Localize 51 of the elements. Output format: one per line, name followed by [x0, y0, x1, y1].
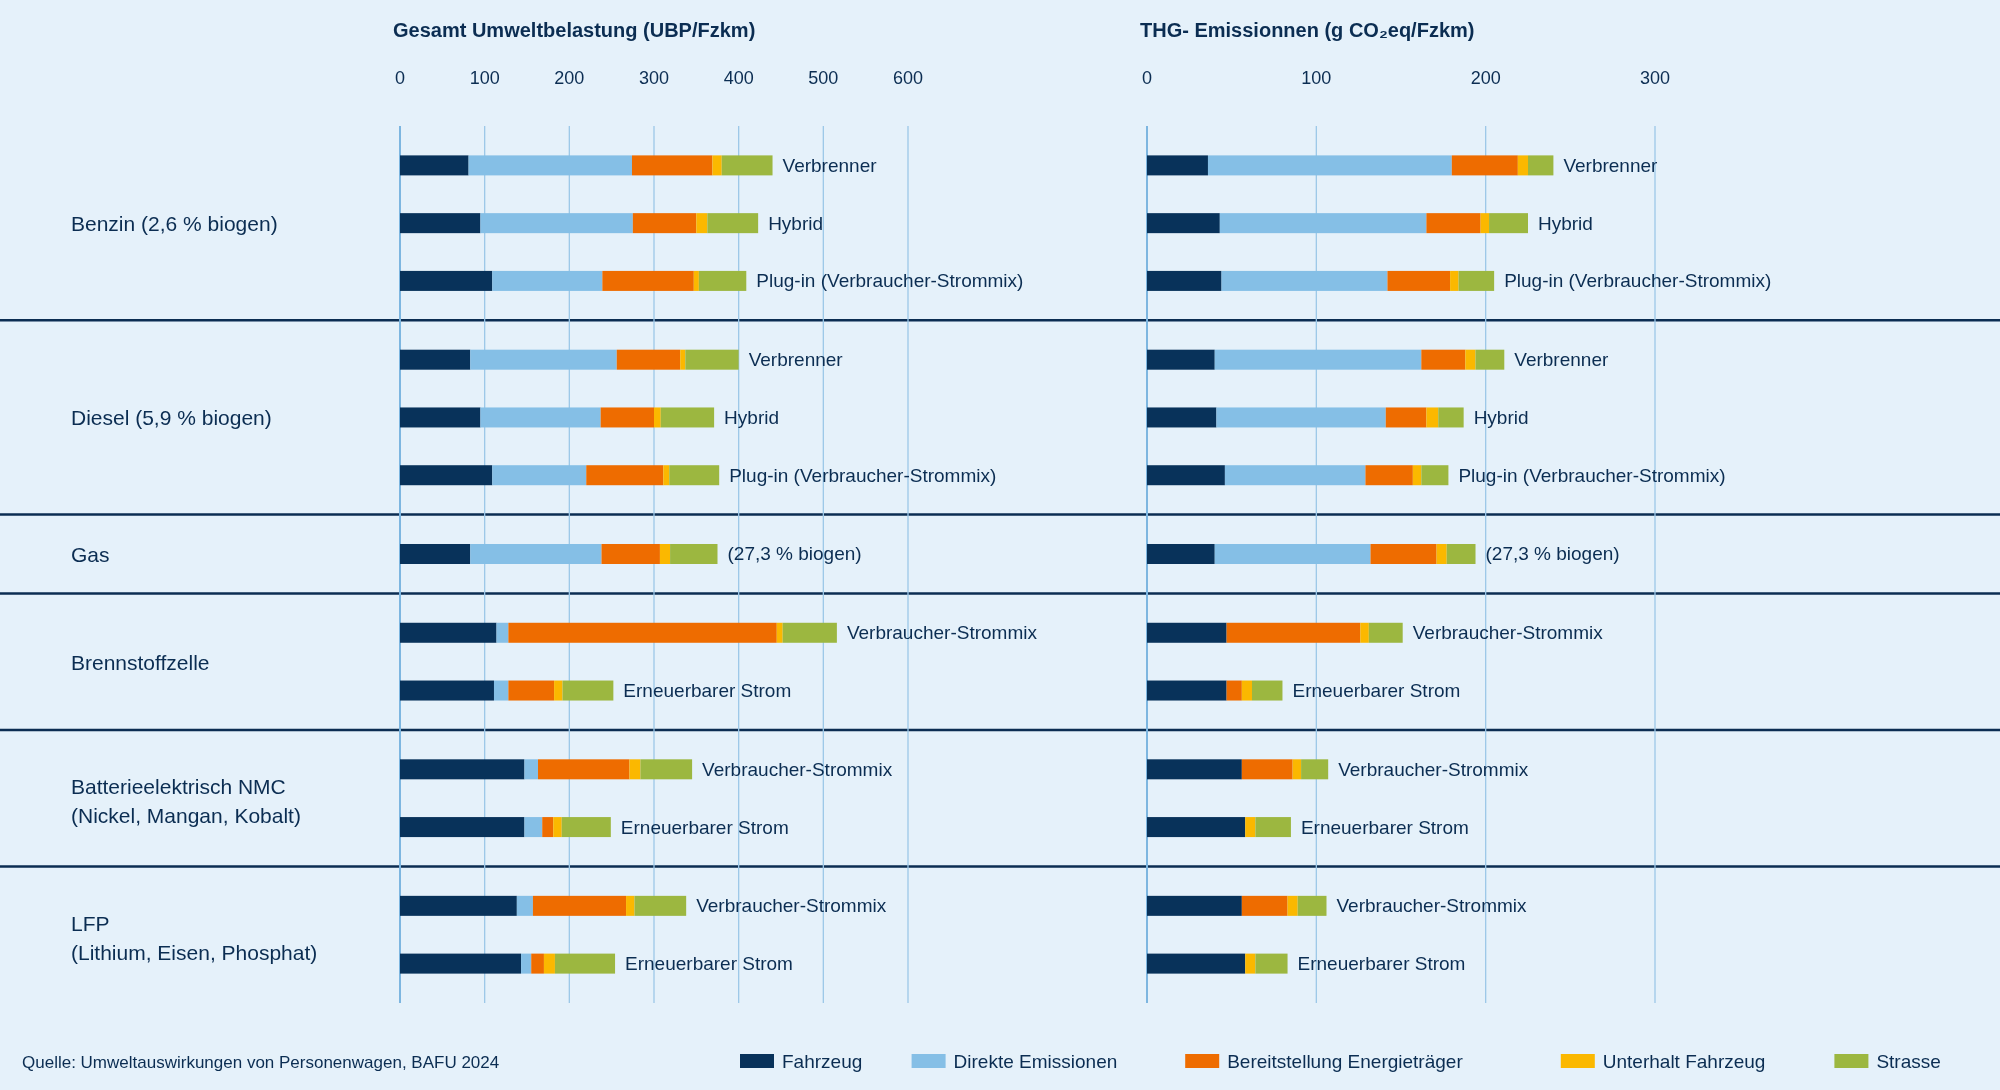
- y-tick-label: Verbraucher-Strommix: [1338, 758, 1529, 780]
- text: Gas: [71, 542, 110, 566]
- text: Benzin (2,6 % biogen): [71, 211, 278, 235]
- x-tick-label: 100: [469, 68, 500, 88]
- x-tick-label: 200: [554, 68, 585, 88]
- source-note: Quelle: Umweltauswirkungen von Personenwagen, BAFU 2024: [22, 1052, 500, 1072]
- x-tick-label: 100: [1301, 68, 1332, 88]
- y-tick-label: Plug-in (Verbraucher-Strommix): [756, 270, 1024, 292]
- y-tick-label: Hybrid: [768, 212, 824, 234]
- y-tick-label: Verbraucher-Strommix: [696, 895, 887, 917]
- legend-label: Direkte Emissionen: [953, 1050, 1118, 1072]
- x-tick-label: 400: [723, 68, 754, 88]
- x-tick-label: 0: [394, 68, 406, 88]
- chart-title: Gesamt Umweltbelastung (UBP/Fzkm): [393, 19, 756, 41]
- x-tick-label: 500: [808, 68, 839, 88]
- y-tick-label: Erneuerbarer Strom: [1292, 680, 1461, 702]
- text: Batterieelektrisch NMC (Nickel, Mangan, Kobalt): [71, 774, 301, 827]
- y-tick-label: Hybrid: [724, 406, 780, 428]
- y-tick-label: Plug-in (Verbraucher-Strommix): [1504, 270, 1772, 292]
- y-tick-label: Verbraucher-Strommix: [1336, 895, 1528, 917]
- y-tick-label: Hybrid: [1538, 212, 1593, 234]
- x-tick-label: 200: [1470, 68, 1501, 88]
- y-tick-label: Verbrenner: [748, 349, 844, 371]
- y-tick-label: Erneuerbarer Strom: [1297, 953, 1466, 975]
- y-tick-label: Erneuerbarer Strom: [625, 953, 793, 975]
- legend-label: Strasse: [1876, 1050, 1941, 1072]
- y-tick-label: Verbrenner: [1563, 154, 1659, 176]
- y-tick-label: (27,3 % biogen): [727, 543, 862, 565]
- y-tick-label: Verbrenner: [782, 154, 878, 176]
- x-tick-label: 300: [1639, 68, 1671, 88]
- y-tick-label: Verbraucher-Strommix: [702, 758, 893, 780]
- y-tick-label: Plug-in (Verbraucher-Strommix): [1458, 464, 1726, 486]
- legend-label: Bereitstellung Energieträger: [1227, 1050, 1464, 1072]
- legend-label: Unterhalt Fahrzeug: [1602, 1050, 1766, 1072]
- x-tick-label: 0: [1141, 68, 1153, 88]
- y-tick-label: Plug-in (Verbraucher-Strommix): [729, 464, 997, 486]
- y-tick-label: (27,3 % biogen): [1485, 543, 1620, 565]
- y-tick-label: Verbraucher-Strommix: [846, 622, 1038, 644]
- y-tick-label: Erneuerbarer Strom: [1300, 816, 1469, 838]
- y-tick-label: Verbraucher-Strommix: [1412, 622, 1604, 644]
- chart-title: THG- Emissionnen (g CO₂eq/Fzkm): [1140, 19, 1475, 41]
- y-tick-label: Erneuerbarer Strom: [623, 680, 792, 702]
- text: Diesel (5,9 % biogen): [71, 405, 272, 429]
- x-tick-label: 600: [892, 68, 924, 88]
- y-tick-label: Erneuerbarer Strom: [620, 816, 789, 838]
- text: Brennstoffzelle: [71, 650, 210, 674]
- x-tick-label: 300: [638, 68, 670, 88]
- y-tick-label: Verbrenner: [1514, 349, 1609, 371]
- y-tick-label: Hybrid: [1473, 406, 1529, 428]
- legend-label: Fahrzeug: [782, 1050, 863, 1072]
- text: LFP (Lithium, Eisen, Phosphat): [71, 911, 318, 964]
